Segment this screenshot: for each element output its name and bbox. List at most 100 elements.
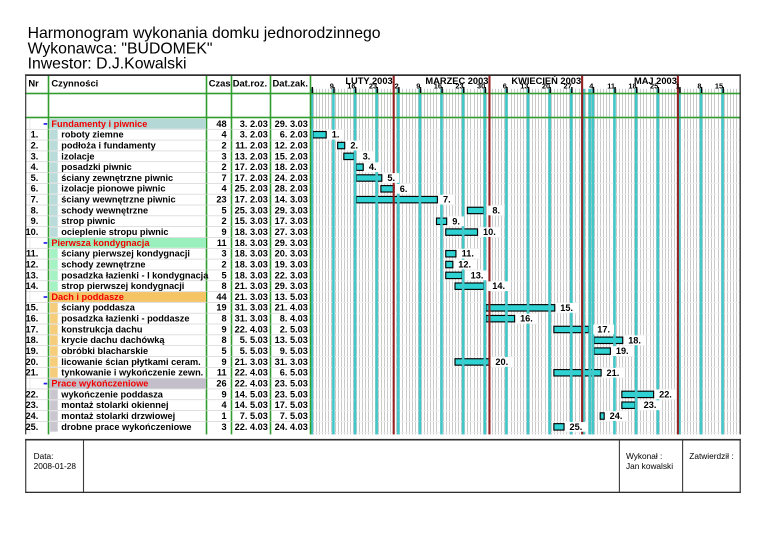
svg-text:2: 2 xyxy=(221,216,226,226)
svg-text:ściany poddasza: ściany poddasza xyxy=(61,303,135,313)
svg-text:13. 5.03: 13. 5.03 xyxy=(275,335,308,345)
svg-text:20: 20 xyxy=(542,81,550,90)
svg-text:8.: 8. xyxy=(492,205,500,215)
svg-text:25.: 25. xyxy=(569,422,582,432)
svg-text:29. 3.03: 29. 3.03 xyxy=(275,119,308,129)
svg-text:11.: 11. xyxy=(26,249,38,259)
svg-text:schody zewnętrzne: schody zewnętrzne xyxy=(61,259,145,269)
svg-text:Dat.roz.: Dat.roz. xyxy=(233,78,267,89)
svg-text:23: 23 xyxy=(216,195,226,205)
svg-text:19.: 19. xyxy=(26,346,39,356)
svg-text:9.: 9. xyxy=(31,216,39,226)
svg-text:1: 1 xyxy=(221,411,226,421)
svg-text:3. 2.03: 3. 2.03 xyxy=(240,119,268,129)
svg-text:Dach i poddasze: Dach i poddasze xyxy=(51,292,124,302)
svg-text:22. 4.03: 22. 4.03 xyxy=(235,422,268,432)
svg-text:9: 9 xyxy=(221,357,226,367)
svg-text:4.: 4. xyxy=(369,162,377,172)
svg-text:9: 9 xyxy=(221,324,226,334)
svg-text:25.: 25. xyxy=(26,422,39,432)
svg-text:22. 4.03: 22. 4.03 xyxy=(235,378,268,388)
svg-text:3: 3 xyxy=(221,151,226,161)
svg-text:26: 26 xyxy=(216,378,226,388)
svg-text:29. 3.03: 29. 3.03 xyxy=(275,281,308,291)
svg-text:17.: 17. xyxy=(26,324,39,334)
svg-text:11.: 11. xyxy=(462,249,474,259)
svg-text:22. 4.03: 22. 4.03 xyxy=(235,368,268,378)
svg-text:7: 7 xyxy=(221,173,226,183)
svg-text:ściany pierwszej kondygnacji: ściany pierwszej kondygnacji xyxy=(61,249,190,259)
svg-text:12.: 12. xyxy=(26,259,39,269)
svg-text:7.: 7. xyxy=(443,195,451,205)
svg-text:obróbki blacharskie: obróbki blacharskie xyxy=(61,346,148,356)
svg-text:20.: 20. xyxy=(495,357,508,367)
svg-text:16.: 16. xyxy=(26,314,39,324)
svg-text:3: 3 xyxy=(221,249,226,259)
svg-text:21.: 21. xyxy=(607,368,620,378)
svg-text:13.: 13. xyxy=(471,270,484,280)
svg-text:5: 5 xyxy=(221,346,226,356)
svg-text:podłoża i fundamenty: podłoża i fundamenty xyxy=(61,140,156,150)
svg-text:2: 2 xyxy=(395,81,399,90)
svg-text:7. 5.03: 7. 5.03 xyxy=(240,411,268,421)
svg-text:18.: 18. xyxy=(26,335,39,345)
svg-text:strop piwnic: strop piwnic xyxy=(61,216,115,226)
svg-text:3: 3 xyxy=(221,422,226,432)
svg-text:23.: 23. xyxy=(644,400,657,410)
svg-text:6.: 6. xyxy=(400,184,408,194)
svg-text:8: 8 xyxy=(221,281,226,291)
svg-text:13. 2.03: 13. 2.03 xyxy=(235,151,268,161)
svg-text:18. 3.03: 18. 3.03 xyxy=(235,227,268,237)
svg-text:4: 4 xyxy=(589,81,594,90)
svg-text:9.: 9. xyxy=(452,216,460,226)
svg-text:17. 2.03: 17. 2.03 xyxy=(235,162,268,172)
svg-text:19. 3.03: 19. 3.03 xyxy=(275,259,308,269)
svg-text:14.: 14. xyxy=(492,281,505,291)
svg-text:18. 3.03: 18. 3.03 xyxy=(235,249,268,259)
svg-text:4: 4 xyxy=(221,130,227,140)
svg-text:9: 9 xyxy=(416,81,420,90)
svg-text:8.: 8. xyxy=(31,205,39,215)
svg-text:23. 5.03: 23. 5.03 xyxy=(275,378,308,388)
svg-text:tynkowanie i wykończenie zewn.: tynkowanie i wykończenie zewn. xyxy=(61,368,203,378)
svg-text:Prace wykończeniowe: Prace wykończeniowe xyxy=(51,378,148,388)
svg-text:8: 8 xyxy=(697,81,701,90)
svg-text:4.: 4. xyxy=(31,162,39,172)
svg-text:23.: 23. xyxy=(26,400,39,410)
svg-text:2: 2 xyxy=(221,259,226,269)
svg-text:posadzka łazienki - poddasze: posadzka łazienki - poddasze xyxy=(61,314,189,324)
svg-text:Wykonawca: "BUDOMEK": Wykonawca: "BUDOMEK" xyxy=(28,40,213,57)
svg-text:strop pierwszej kondygnacji: strop pierwszej kondygnacji xyxy=(61,281,184,291)
svg-text:Fundamenty i piwnice: Fundamenty i piwnice xyxy=(51,119,147,129)
svg-text:18. 3.03: 18. 3.03 xyxy=(235,270,268,280)
svg-text:8. 4.03: 8. 4.03 xyxy=(280,314,308,324)
svg-text:19.: 19. xyxy=(616,346,629,356)
svg-text:ocieplenie stropu piwnic: ocieplenie stropu piwnic xyxy=(61,227,168,237)
svg-text:6.: 6. xyxy=(31,184,39,194)
svg-text:licowanie ścian płytkami ceram: licowanie ścian płytkami ceram. xyxy=(61,357,200,367)
svg-text:Wykonał :: Wykonał : xyxy=(626,451,662,461)
svg-text:17. 5.03: 17. 5.03 xyxy=(275,400,308,410)
svg-text:Dat.zak.: Dat.zak. xyxy=(273,78,308,89)
svg-text:15. 2.03: 15. 2.03 xyxy=(275,151,308,161)
svg-text:18.: 18. xyxy=(628,335,641,345)
svg-text:9: 9 xyxy=(221,227,226,237)
svg-text:25: 25 xyxy=(650,81,658,90)
svg-text:2008-01-28: 2008-01-28 xyxy=(34,461,77,471)
svg-text:wykończenie poddasza: wykończenie poddasza xyxy=(60,389,163,399)
svg-text:21. 4.03: 21. 4.03 xyxy=(275,303,308,313)
svg-text:22. 3.03: 22. 3.03 xyxy=(275,270,308,280)
svg-text:5. 5.03: 5. 5.03 xyxy=(240,335,268,345)
svg-text:MAJ 2003: MAJ 2003 xyxy=(634,76,677,86)
svg-text:14. 5.03: 14. 5.03 xyxy=(235,400,268,410)
svg-text:31. 3.03: 31. 3.03 xyxy=(235,303,268,313)
svg-text:izolacje pionowe piwnic: izolacje pionowe piwnic xyxy=(61,184,165,194)
svg-text:11. 2.03: 11. 2.03 xyxy=(235,140,268,150)
svg-text:konstrukcja dachu: konstrukcja dachu xyxy=(61,324,142,334)
svg-text:17. 2.03: 17. 2.03 xyxy=(235,173,268,183)
svg-text:27: 27 xyxy=(564,81,572,90)
svg-text:2: 2 xyxy=(221,140,226,150)
svg-text:23. 5.03: 23. 5.03 xyxy=(275,389,308,399)
svg-text:21.: 21. xyxy=(26,368,39,378)
svg-text:13: 13 xyxy=(520,81,528,90)
